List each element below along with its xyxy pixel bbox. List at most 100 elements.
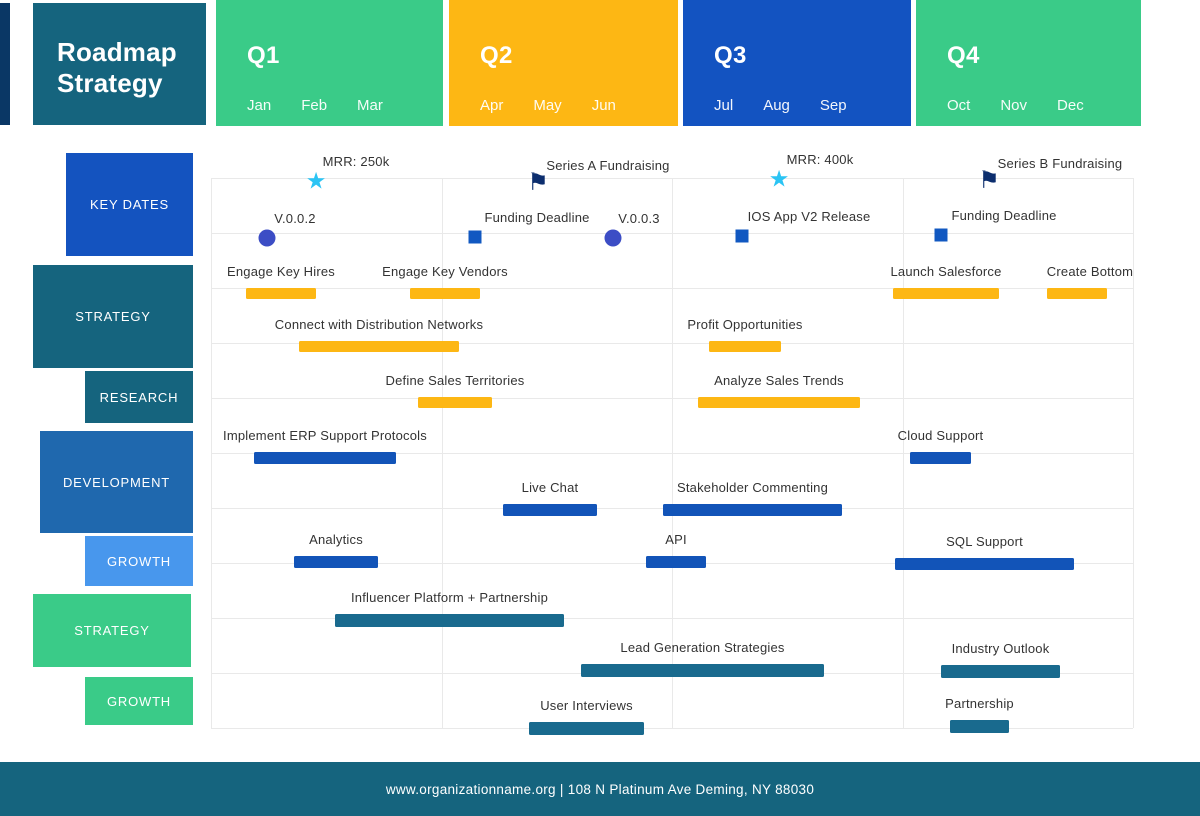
task-label-cloud-support: Cloud Support	[897, 428, 984, 443]
task-label-analytics: Analytics	[309, 532, 363, 547]
month-label-feb: Feb	[301, 97, 328, 114]
month-row: Jul Aug Sep	[714, 97, 847, 114]
task-bar-define-sales-territories	[418, 397, 492, 408]
milestone-label-v-0-0-3: V.0.0.3	[618, 211, 660, 226]
task-label-analyze-sales-trends: Analyze Sales Trends	[714, 373, 844, 388]
task-bar-live-chat	[503, 504, 597, 516]
quarter-label-q2: Q2	[480, 42, 513, 69]
milestone-label-series-b-fundraising: Series B Fundraising	[997, 156, 1123, 171]
task-label-engage-key-hires: Engage Key Hires	[227, 264, 335, 279]
grid-hline	[211, 728, 1133, 729]
quarter-header-q2: Q2 Apr May Jun	[449, 0, 678, 126]
task-bar-analyze-sales-trends	[698, 397, 860, 408]
milestone-label-mrr-400k: MRR: 400k	[786, 152, 854, 167]
month-label-jul: Jul	[714, 97, 734, 114]
milestone-label-funding-deadline: Funding Deadline	[951, 208, 1057, 223]
task-label-launch-salesforce: Launch Salesforce	[890, 264, 1002, 279]
task-label-create-bottom: Create Bottom	[1046, 264, 1134, 279]
task-bar-lead-generation-strategies	[581, 664, 824, 677]
task-bar-engage-key-vendors	[410, 288, 480, 299]
task-bar-engage-key-hires	[246, 288, 316, 299]
milestone-label-funding-deadline: Funding Deadline	[484, 210, 590, 225]
sidebar-item-label: RESEARCH	[99, 389, 179, 405]
quarter-header-q4: Q4 Oct Nov Dec	[916, 0, 1141, 126]
task-label-engage-key-vendors: Engage Key Vendors	[382, 264, 508, 279]
task-label-influencer-platform-partnership: Influencer Platform + Partnership	[351, 590, 548, 605]
task-bar-profit-opportunities	[709, 341, 781, 352]
task-bar-user-interviews	[529, 722, 644, 735]
task-label-industry-outlook: Industry Outlook	[951, 641, 1050, 656]
month-label-nov: Nov	[1000, 97, 1028, 114]
quarter-header-q1: Q1 Jan Feb Mar	[216, 0, 443, 126]
task-label-live-chat: Live Chat	[521, 480, 579, 495]
task-label-lead-generation-strategies: Lead Generation Strategies	[620, 640, 785, 655]
task-bar-connect-with-distribution-networks	[299, 341, 459, 352]
sidebar-item-development: DEVELOPMENT	[40, 431, 193, 533]
month-label-aug: Aug	[763, 97, 790, 114]
month-row: Apr May Jun	[480, 97, 616, 114]
task-bar-launch-salesforce	[893, 288, 999, 299]
task-label-stakeholder-commenting: Stakeholder Commenting	[676, 480, 829, 495]
task-bar-influencer-platform-partnership	[335, 614, 564, 627]
month-label-apr: Apr	[480, 97, 504, 114]
footer: www.organizationname.org | 108 N Platinu…	[0, 762, 1200, 816]
square-marker	[735, 229, 749, 243]
month-label-dec: Dec	[1057, 97, 1084, 114]
task-bar-create-bottom	[1047, 288, 1107, 299]
task-label-implement-erp-support-protocols: Implement ERP Support Protocols	[223, 428, 427, 443]
star-icon: ★	[768, 165, 790, 192]
square-marker	[468, 230, 482, 244]
quarter-header-q3: Q3 Jul Aug Sep	[683, 0, 911, 126]
task-bar-partnership	[950, 720, 1009, 733]
milestone-label-ios-app-v2-release: IOS App V2 Release	[747, 209, 871, 224]
grid-vline	[902, 178, 904, 728]
task-bar-industry-outlook	[941, 665, 1060, 678]
month-label-jan: Jan	[247, 97, 272, 114]
flag-icon: ⚑	[978, 167, 1000, 195]
sidebar-item-label: STRATEGY	[74, 623, 150, 638]
title-box: Roadmap Strategy	[33, 3, 206, 125]
task-label-define-sales-territories: Define Sales Territories	[385, 373, 525, 388]
month-label-sep: Sep	[819, 97, 847, 114]
square-marker	[934, 228, 948, 242]
grid-vline	[441, 178, 443, 728]
quarter-label-q3: Q3	[714, 42, 747, 69]
star-icon: ★	[305, 167, 327, 194]
month-label-may: May	[533, 97, 562, 114]
quarter-label-q4: Q4	[947, 42, 980, 69]
task-label-connect-with-distribution-networks: Connect with Distribution Networks	[274, 317, 484, 332]
task-bar-stakeholder-commenting	[663, 504, 842, 516]
task-label-api: API	[665, 532, 687, 547]
sidebar-item-label: DEVELOPMENT	[62, 474, 171, 490]
quarter-label-q1: Q1	[247, 42, 280, 69]
task-bar-cloud-support	[910, 452, 971, 464]
task-bar-sql-support	[895, 558, 1074, 570]
task-bar-analytics	[294, 556, 378, 568]
sidebar-item-label: GROWTH	[106, 693, 171, 709]
grid-vline	[211, 178, 212, 728]
month-label-mar: Mar	[357, 97, 383, 114]
sidebar-item-strategy: STRATEGY	[33, 265, 193, 368]
sidebar-item-research: RESEARCH	[85, 371, 193, 423]
task-label-sql-support: SQL Support	[946, 534, 1023, 549]
sidebar-item-growth: GROWTH	[85, 677, 193, 725]
milestone-label-series-a-fundraising: Series A Fundraising	[546, 158, 670, 173]
month-row: Jan Feb Mar	[247, 97, 383, 114]
sidebar-item-label: STRATEGY	[75, 309, 151, 324]
sidebar-item-label: KEY DATES	[90, 197, 169, 212]
left-accent-strip	[0, 3, 10, 125]
dot-marker	[258, 229, 276, 247]
month-label-jun: Jun	[591, 97, 616, 114]
month-row: Oct Nov Dec	[947, 97, 1084, 114]
milestone-label-mrr-250k: MRR: 250k	[322, 154, 390, 169]
month-label-oct: Oct	[947, 97, 971, 114]
task-bar-api	[646, 556, 706, 568]
milestone-label-v-0-0-2: V.0.0.2	[274, 211, 316, 226]
flag-icon: ⚑	[527, 169, 549, 197]
footer-text: www.organizationname.org | 108 N Platinu…	[385, 781, 815, 797]
task-label-partnership: Partnership	[945, 696, 1014, 711]
sidebar-item-growth: GROWTH	[85, 536, 193, 586]
sidebar-item-strategy: STRATEGY	[33, 594, 191, 667]
sidebar-item-label: GROWTH	[106, 553, 171, 569]
